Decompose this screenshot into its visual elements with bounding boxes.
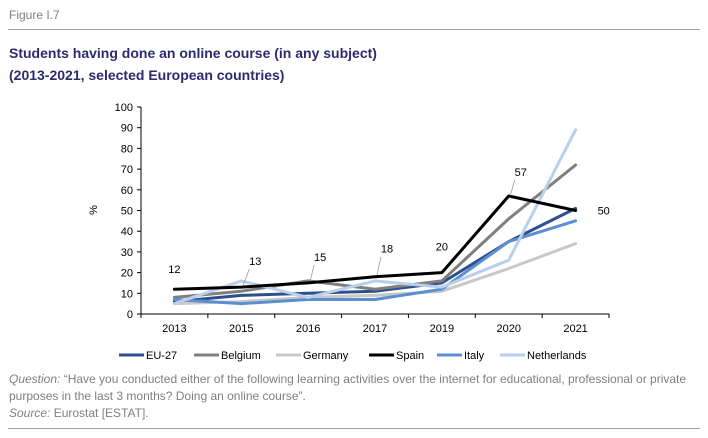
- data-label: 20: [436, 242, 448, 254]
- chart-title-line-2: (2013-2021, selected European countries): [9, 67, 285, 83]
- bottom-divider: [8, 428, 700, 429]
- data-label: 13: [249, 256, 261, 268]
- legend-label-eu-27: EU-27: [146, 350, 177, 362]
- question-text: “Have you conducted either of the follow…: [9, 372, 687, 403]
- data-label: 50: [598, 206, 610, 218]
- series-line-italy: [172, 219, 578, 306]
- data-label: 15: [314, 252, 326, 264]
- y-tick-label: 10: [121, 288, 133, 300]
- figure-label: Figure I.7: [9, 8, 60, 22]
- source-text: Eurostat [ESTAT].: [50, 406, 149, 420]
- y-tick-label: 20: [121, 268, 133, 280]
- y-axis-label: %: [88, 205, 100, 215]
- question-label: Question:: [9, 372, 61, 386]
- source-label: Source:: [9, 406, 51, 420]
- chart-note: Question: “Have you conducted either of …: [9, 371, 704, 422]
- legend-label-netherlands: Netherlands: [527, 350, 587, 362]
- legend-label-spain: Spain: [396, 350, 424, 362]
- y-tick-label: 50: [121, 206, 133, 218]
- data-label: 57: [515, 167, 527, 179]
- y-tick-label: 80: [121, 143, 133, 155]
- series-line-spain: [172, 194, 578, 291]
- legend-label-belgium: Belgium: [221, 350, 261, 362]
- chart-title: Students having done an online course (i…: [9, 42, 377, 86]
- y-tick-label: 30: [121, 247, 133, 259]
- data-label: 12: [168, 264, 180, 276]
- legend-label-germany: Germany: [303, 350, 349, 362]
- x-tick-label: 2021: [563, 323, 587, 335]
- y-tick-label: 40: [121, 226, 133, 238]
- x-tick-label: 2020: [496, 323, 520, 335]
- y-tick-label: 90: [121, 123, 133, 135]
- chart-title-line-1: Students having done an online course (i…: [9, 45, 377, 61]
- data-label-leader: [309, 264, 315, 282]
- x-tick-label: 2016: [296, 323, 320, 335]
- data-label-leader: [376, 256, 382, 275]
- top-divider: [8, 29, 700, 30]
- data-label: 18: [381, 244, 393, 256]
- x-tick-label: 2019: [430, 323, 454, 335]
- series-line-germany: [172, 242, 578, 306]
- legend-label-italy: Italy: [464, 350, 485, 362]
- series-line-belgium: [172, 163, 578, 299]
- data-label-leader: [510, 179, 516, 195]
- series-line-netherlands: [172, 128, 578, 306]
- x-tick-label: 2017: [363, 323, 387, 335]
- x-tick-label: 2015: [229, 323, 253, 335]
- y-tick-label: 0: [127, 309, 133, 321]
- data-label-leader: [242, 268, 250, 286]
- y-tick-label: 70: [121, 164, 133, 176]
- y-tick-label: 60: [121, 185, 133, 197]
- y-tick-label: 100: [115, 102, 133, 114]
- x-tick-label: 2013: [162, 323, 186, 335]
